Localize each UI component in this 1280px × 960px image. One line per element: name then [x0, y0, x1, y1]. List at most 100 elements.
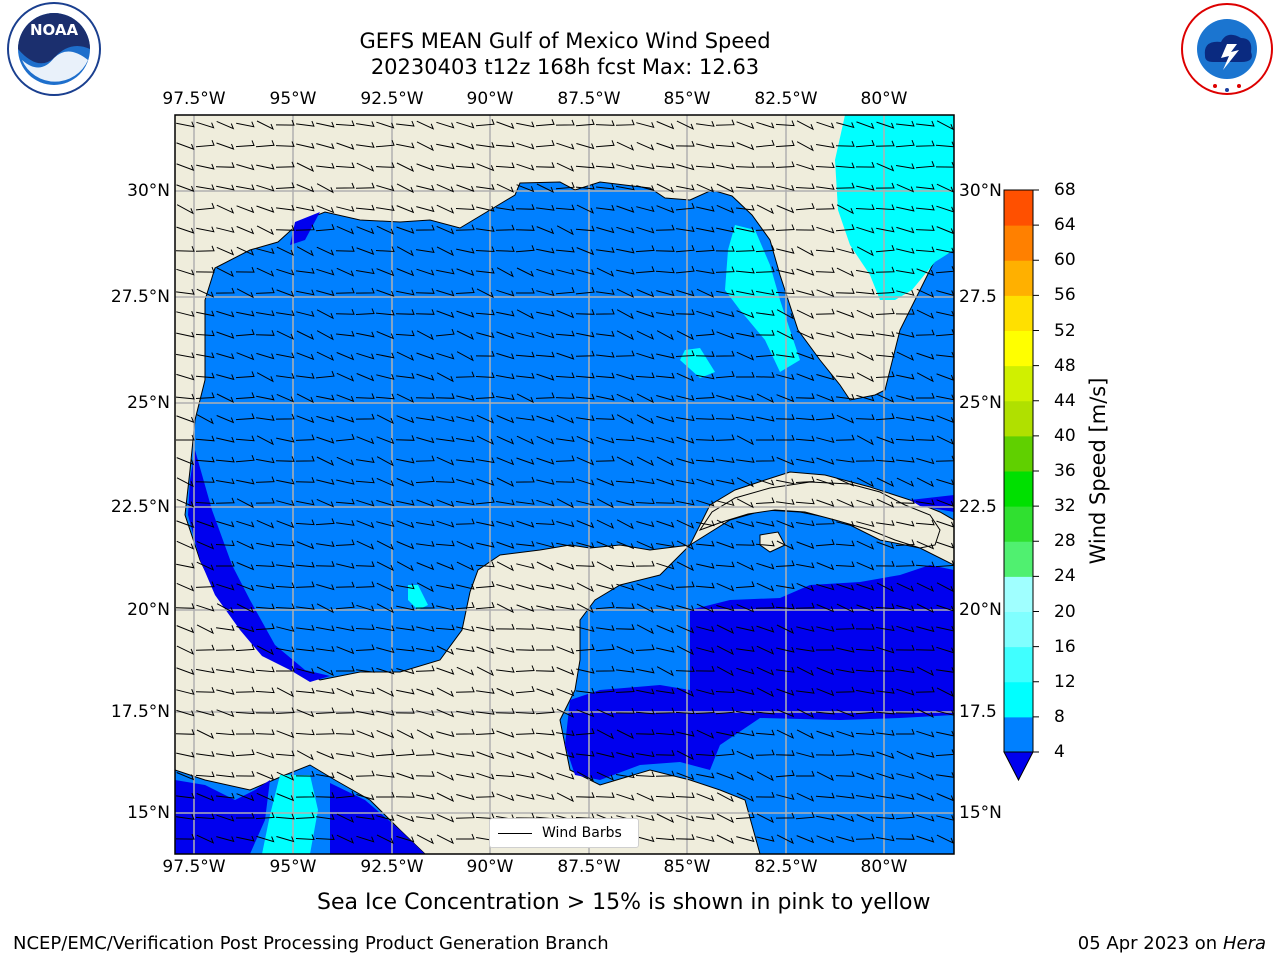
wind-barb — [236, 583, 255, 592]
wind-barb — [836, 730, 855, 738]
wind-barb — [476, 163, 495, 172]
wind-barb — [716, 834, 735, 845]
lon-tick-top: 92.5°W — [360, 89, 424, 109]
wind-barb — [396, 351, 415, 361]
lat-tick-right: 20°N — [959, 600, 1002, 620]
wind-barb — [715, 561, 735, 568]
wind-barb — [536, 268, 555, 276]
wind-barb — [176, 288, 195, 295]
wind-barb — [616, 309, 634, 320]
wind-barb — [755, 329, 775, 336]
wind-barb — [176, 373, 195, 381]
wind-barb — [376, 561, 394, 572]
wind-barb — [636, 310, 655, 318]
wind-barb — [636, 603, 654, 614]
colorbar-tick-label: 20 — [1054, 601, 1076, 622]
footer-host: Hera — [1222, 933, 1266, 954]
wind-barb — [695, 665, 715, 672]
wind-barb — [816, 667, 835, 676]
wind-barb — [816, 604, 835, 613]
wind-barb — [696, 373, 715, 380]
wind-barb — [575, 309, 595, 315]
lon-tick-top: 90°W — [466, 89, 514, 109]
wind-barb — [556, 625, 575, 631]
wind-barb — [916, 309, 935, 319]
wind-barb — [515, 351, 535, 358]
wind-barb — [276, 836, 295, 843]
wind-barb — [876, 162, 895, 172]
wind-barb — [916, 582, 935, 592]
wind-barb — [256, 541, 275, 548]
wind-barb — [355, 308, 375, 315]
wind-barb — [296, 541, 315, 550]
colorbar-segment — [1004, 295, 1033, 331]
wind-barb — [355, 561, 375, 567]
wind-barb — [536, 415, 555, 423]
wind-barb — [556, 772, 575, 780]
wind-barb — [736, 331, 755, 338]
wind-barb — [675, 202, 695, 211]
wind-barb — [275, 225, 295, 231]
wind-barb — [396, 541, 415, 550]
wind-barb — [716, 289, 735, 296]
wind-barb — [716, 813, 734, 824]
wind-barb — [616, 330, 634, 341]
wind-barb — [316, 772, 335, 779]
wind-barb — [336, 687, 355, 697]
wind-barb — [355, 413, 375, 420]
wind-barb — [455, 518, 475, 525]
wind-barb — [775, 161, 795, 168]
wind-barb — [676, 687, 695, 698]
wind-barb — [316, 351, 335, 361]
wind-barb — [896, 456, 915, 463]
wind-barb — [195, 245, 215, 252]
wind-barb — [696, 626, 715, 633]
wind-barb — [896, 688, 915, 696]
wind-barb — [336, 394, 355, 403]
wind-barb — [276, 310, 295, 317]
wind-barb — [655, 834, 675, 841]
wind-barb — [636, 688, 655, 695]
wind-barb — [456, 479, 475, 486]
wind-barb — [776, 185, 795, 191]
wind-barb — [676, 395, 695, 401]
wind-barb — [736, 142, 755, 151]
wind-barb — [556, 352, 575, 360]
wind-barb — [896, 773, 915, 780]
wind-barb — [776, 434, 795, 441]
wind-barb — [616, 541, 635, 550]
wind-barb — [755, 602, 775, 609]
wind-barb — [756, 771, 774, 782]
wind-barb — [556, 584, 575, 591]
wind-barb — [176, 415, 195, 423]
wind-barb — [915, 246, 935, 253]
wind-barb — [676, 499, 695, 506]
wind-barb — [876, 436, 895, 444]
wind-barb — [436, 771, 455, 781]
wind-barb — [496, 267, 514, 278]
wind-barb — [595, 455, 615, 462]
wind-barb — [215, 540, 235, 547]
wind-barb — [796, 646, 815, 653]
wind-barb — [875, 245, 895, 253]
wind-barb — [836, 646, 855, 653]
wind-barb — [256, 184, 275, 192]
wind-barb — [176, 226, 195, 234]
legend-line-symbol — [498, 832, 532, 834]
wind-barb — [656, 183, 675, 194]
wind-barb — [276, 478, 295, 485]
wind-barb — [455, 602, 475, 610]
wind-barb — [416, 247, 435, 254]
wind-barb — [176, 163, 195, 171]
wind-barb — [236, 226, 255, 235]
wind-barb — [396, 372, 415, 379]
wind-barb — [836, 836, 855, 843]
wind-barb — [496, 561, 514, 572]
wind-barb — [835, 771, 855, 777]
wind-barb — [556, 752, 575, 759]
wind-barb — [376, 815, 395, 822]
wind-barb — [195, 330, 215, 337]
wind-barb — [295, 224, 315, 231]
wind-barb — [736, 498, 754, 509]
wind-barb — [356, 162, 375, 172]
